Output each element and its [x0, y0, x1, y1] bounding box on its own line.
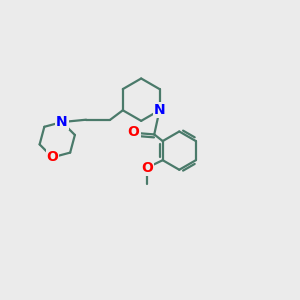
- Text: N: N: [56, 115, 68, 129]
- Text: O: O: [46, 150, 58, 164]
- Text: N: N: [154, 103, 165, 117]
- Text: O: O: [128, 125, 140, 140]
- Text: O: O: [141, 160, 153, 175]
